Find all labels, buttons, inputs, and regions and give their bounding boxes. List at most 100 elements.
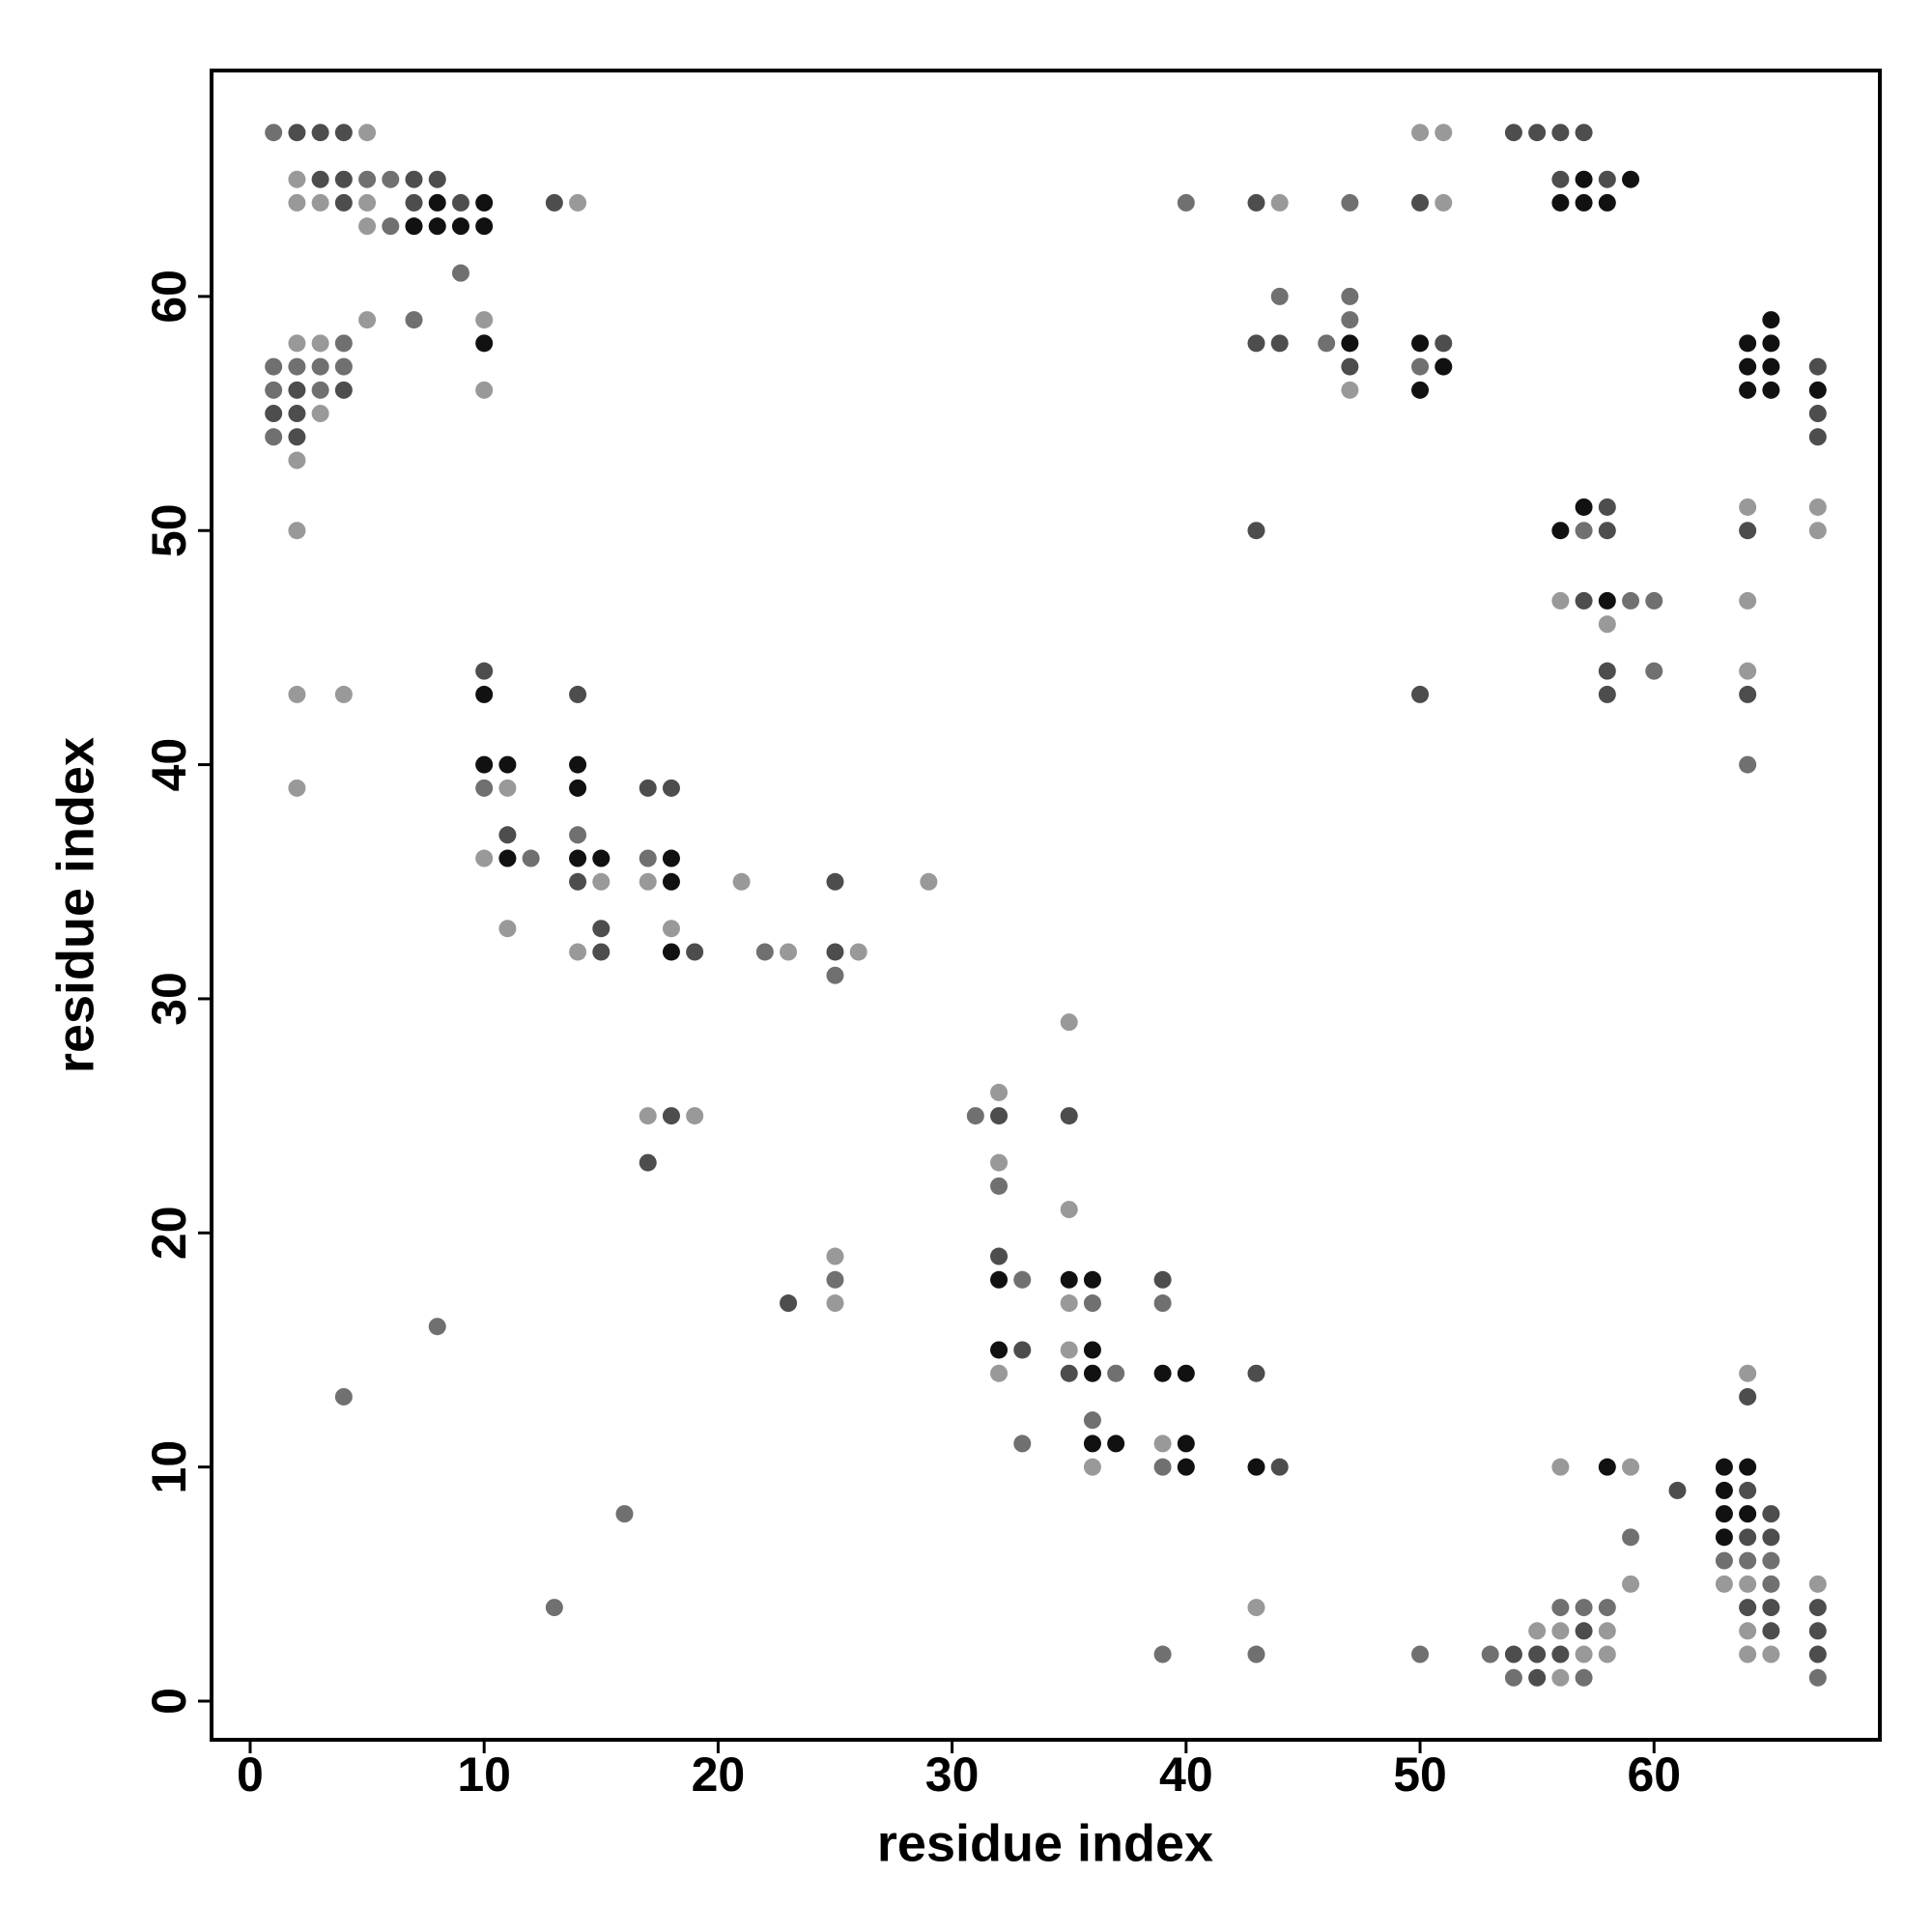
contact-point: [1013, 1341, 1032, 1359]
contact-point: [1060, 1013, 1078, 1032]
contact-point: [498, 755, 517, 774]
contact-point: [475, 849, 494, 867]
contact-point: [1575, 1622, 1593, 1640]
contact-point: [1247, 1645, 1265, 1663]
contact-point: [1739, 1458, 1757, 1476]
contact-point: [1247, 1458, 1265, 1476]
contact-point: [662, 1107, 680, 1125]
contact-point: [1739, 1505, 1757, 1523]
contact-point: [780, 943, 798, 961]
contact-point: [334, 193, 353, 212]
contact-point: [569, 943, 587, 961]
contact-point: [405, 193, 423, 212]
contact-point: [405, 311, 423, 329]
contact-point: [1808, 1645, 1827, 1663]
contact-point: [1435, 124, 1453, 142]
contact-point: [1013, 1435, 1032, 1453]
contact-point: [288, 124, 306, 142]
contact-point: [311, 405, 329, 423]
y-tick-label: 50: [142, 503, 196, 557]
contact-point: [288, 170, 306, 188]
contact-point: [1551, 193, 1570, 212]
contact-point: [334, 685, 353, 703]
contact-point: [1598, 170, 1616, 188]
contact-point: [639, 872, 657, 891]
contact-point: [1013, 1270, 1032, 1289]
contact-point: [1411, 193, 1430, 212]
contact-point: [545, 193, 563, 212]
contact-point: [1177, 193, 1195, 212]
contact-point: [1060, 1270, 1078, 1289]
contact-point: [1411, 124, 1430, 142]
contact-point: [569, 779, 587, 797]
contact-point: [662, 943, 680, 961]
contact-point: [288, 779, 306, 797]
x-tick-label: 40: [1159, 1747, 1213, 1802]
contact-point: [1060, 1364, 1078, 1382]
contact-point: [1270, 193, 1289, 212]
x-tick-label: 10: [457, 1747, 511, 1802]
contact-point: [382, 170, 400, 188]
contact-point: [1739, 685, 1757, 703]
contact-point: [1341, 193, 1359, 212]
contact-point: [428, 217, 446, 236]
contact-point: [311, 193, 329, 212]
contact-point: [1107, 1435, 1125, 1453]
contact-point: [265, 124, 283, 142]
contact-point: [1177, 1364, 1195, 1382]
contact-point: [1083, 1270, 1101, 1289]
contact-point: [826, 943, 844, 961]
contact-point: [475, 193, 494, 212]
y-tick-label: 20: [142, 1206, 196, 1260]
contact-point: [1622, 1575, 1640, 1593]
contact-point: [569, 685, 587, 703]
contact-point: [990, 1177, 1009, 1195]
y-axis-label: residue index: [46, 737, 104, 1073]
contact-point: [498, 920, 517, 938]
contact-point: [662, 872, 680, 891]
contact-point: [1598, 591, 1616, 610]
contact-point: [1808, 357, 1827, 376]
contact-point: [1598, 522, 1616, 540]
contact-point: [1247, 1364, 1265, 1382]
contact-point: [428, 1318, 446, 1336]
contact-point: [1739, 1387, 1757, 1406]
contact-point: [1153, 1270, 1172, 1289]
contact-point: [334, 124, 353, 142]
contact-point: [1341, 311, 1359, 329]
contact-point: [849, 943, 867, 961]
contact-point: [1575, 124, 1593, 142]
contact-point: [1808, 522, 1827, 540]
contact-point: [1551, 1599, 1570, 1617]
contact-point: [569, 872, 587, 891]
contact-point: [358, 124, 377, 142]
x-tick-label: 30: [925, 1747, 980, 1802]
y-tick-label: 60: [142, 270, 196, 324]
contact-point: [475, 381, 494, 399]
contact-point: [1528, 1668, 1547, 1687]
contact-point: [592, 920, 611, 938]
contact-point: [1247, 334, 1265, 353]
contact-point: [1598, 685, 1616, 703]
plot-frame: [210, 69, 1882, 1742]
contact-point: [1060, 1294, 1078, 1313]
contact-point: [1083, 1411, 1101, 1430]
contact-point: [1739, 591, 1757, 610]
contact-point: [1083, 1341, 1101, 1359]
contact-point: [990, 1270, 1009, 1289]
contact-point: [1715, 1528, 1733, 1547]
contact-point: [1153, 1364, 1172, 1382]
contact-point: [1715, 1505, 1733, 1523]
contact-point: [662, 849, 680, 867]
contact-point: [428, 170, 446, 188]
contact-point: [1575, 193, 1593, 212]
contact-point: [1341, 287, 1359, 305]
contact-point: [569, 849, 587, 867]
contact-point: [826, 1294, 844, 1313]
x-tick-label: 60: [1627, 1747, 1681, 1802]
contact-point: [1435, 357, 1453, 376]
contact-point: [1739, 522, 1757, 540]
contact-point: [1739, 1645, 1757, 1663]
contact-point: [1739, 334, 1757, 353]
contact-point: [334, 334, 353, 353]
